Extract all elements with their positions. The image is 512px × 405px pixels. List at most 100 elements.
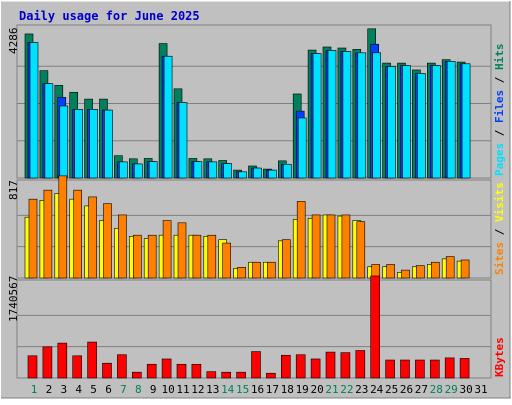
bot-kbytes-bar-day-8 (132, 371, 142, 379)
bot-kbytes-bar-day-5 (87, 341, 97, 379)
mid-sites-bar-day-27 (416, 265, 425, 279)
mid-sites-bar-day-5 (88, 196, 97, 279)
bot-kbytes-bar-day-11 (176, 363, 187, 379)
top-pages-bar-day-5 (89, 109, 98, 179)
top-pages-bar-day-4 (74, 109, 83, 179)
mid-sites-bar-day-22 (341, 214, 351, 279)
bot-kbytes-bar-day-25 (385, 359, 395, 379)
x-tick-day-16: 16 (251, 383, 264, 396)
top-legend-separator: / (493, 123, 506, 143)
top-legend-files: Files (493, 90, 506, 123)
top-ytick-label: 4286 (7, 28, 20, 55)
x-tick-day-21: 21 (325, 383, 338, 396)
mid-sites-bar-day-16 (252, 261, 261, 279)
top-pages-bar-day-1 (29, 42, 39, 179)
top-pages-bar-day-25 (387, 66, 396, 179)
top-pages-bar-day-24 (372, 52, 382, 179)
kbytes-panel: 1740567 KBytes (7, 276, 506, 379)
top-pages-bar-day-26 (402, 65, 411, 179)
mid-sites-bar-day-14 (222, 242, 231, 279)
bot-kbytes-bar-day-6 (102, 362, 112, 379)
mid-legend-visits: Visits (493, 182, 506, 222)
mid-sites-bar-day-1 (28, 198, 38, 279)
bot-kbytes-bar-day-3 (57, 342, 68, 379)
bottom-legend: KBytes (493, 337, 506, 377)
top-pages-bar-day-18 (282, 163, 292, 179)
mid-sites-bar-day-21 (326, 214, 336, 279)
top-pages-bar-day-21 (327, 50, 337, 179)
bot-kbytes-bar-day-29 (444, 357, 455, 379)
bot-kbytes-bar-day-17 (266, 372, 276, 379)
middle-legend: Sites / Visits (493, 182, 506, 275)
mid-sites-bar-day-17 (267, 261, 276, 279)
top-pages-bar-day-14 (223, 163, 232, 179)
x-tick-day-6: 6 (105, 383, 112, 396)
mid-sites-bar-day-23 (356, 221, 366, 279)
x-tick-day-31: 31 (474, 383, 487, 396)
mid-sites-bar-day-4 (73, 189, 82, 279)
chart-title: Daily usage for June 2025 (19, 9, 200, 23)
top-pages-bar-day-8 (134, 163, 143, 179)
top-pages-bar-day-22 (342, 51, 352, 179)
top-pages-bar-day-23 (357, 52, 367, 179)
x-tick-day-22: 22 (340, 383, 353, 396)
x-tick-day-30: 30 (459, 383, 472, 396)
x-tick-day-15: 15 (236, 383, 249, 396)
bot-kbytes-bar-day-7 (117, 354, 127, 379)
mid-legend-sites: Sites (493, 242, 506, 275)
mid-sites-bar-day-20 (311, 214, 321, 279)
bot-kbytes-bar-day-2 (42, 346, 53, 379)
bot-kbytes-bar-day-18 (280, 354, 291, 379)
mid-sites-bar-day-3 (58, 175, 68, 279)
top-pages-bar-day-13 (208, 161, 218, 179)
mid-legend-separator: / (493, 222, 506, 242)
top-pages-bar-day-16 (253, 167, 262, 179)
top-pages-bar-day-9 (148, 161, 158, 179)
mid-sites-bar-day-12 (192, 234, 202, 279)
bot-kbytes-bar-day-26 (400, 359, 410, 379)
x-tick-day-17: 17 (266, 383, 279, 396)
middle-ytick-label: 817 (7, 180, 20, 200)
top-pages-bar-day-7 (119, 161, 128, 179)
bot-kbytes-bar-day-13 (206, 371, 217, 379)
bot-kbytes-bar-day-12 (191, 363, 202, 379)
x-tick-day-24: 24 (370, 383, 384, 396)
x-tick-day-28: 28 (430, 383, 443, 396)
mid-sites-bar-day-11 (177, 222, 187, 279)
x-tick-day-14: 14 (221, 383, 235, 396)
hits-files-pages-panel: 4286 Pages / Files / Hits (7, 24, 506, 179)
x-tick-day-1: 1 (31, 383, 38, 396)
x-tick-day-26: 26 (400, 383, 413, 396)
bot-kbytes-bar-day-1 (27, 355, 38, 379)
top-pages-bar-day-15 (238, 171, 247, 179)
mid-sites-bar-day-9 (147, 234, 157, 279)
x-tick-day-10: 10 (161, 383, 174, 396)
bot-kbytes-bar-day-15 (236, 371, 246, 379)
mid-sites-bar-day-26 (401, 269, 410, 279)
bot-kbytes-bar-day-10 (161, 358, 172, 379)
mid-sites-bar-day-19 (296, 201, 306, 279)
bot-kbytes-bar-day-16 (251, 351, 261, 379)
top-pages-bar-day-27 (417, 73, 426, 179)
x-axis-day-labels: 1 2 3 4 5 6 7 8 9 10 11 12 13 14 15 16 17 18 19 20 21 22 23 24 2… (31, 383, 488, 396)
bot-kbytes-bar-day-30 (459, 358, 470, 379)
bot-kbytes-bar-day-28 (429, 359, 440, 379)
x-tick-day-7: 7 (120, 383, 127, 396)
x-tick-day-20: 20 (310, 383, 323, 396)
top-pages-bar-day-2 (44, 83, 54, 179)
bottom-ytick-label: 1740567 (7, 276, 20, 322)
x-tick-day-12: 12 (191, 383, 204, 396)
mid-sites-bar-day-30 (460, 259, 470, 279)
x-tick-day-4: 4 (75, 383, 82, 396)
x-tick-day-11: 11 (176, 383, 189, 396)
mid-sites-bar-day-2 (43, 189, 53, 279)
bot-kbytes-bar-day-4 (72, 355, 82, 379)
mid-sites-bar-day-28 (430, 261, 440, 279)
mid-sites-bar-day-25 (386, 264, 395, 279)
bot-kbytes-bar-day-19 (295, 354, 306, 379)
x-tick-day-13: 13 (206, 383, 219, 396)
top-legend-pages: Pages (493, 143, 506, 176)
visits-sites-panel: 817 Sites / Visits (7, 175, 506, 279)
